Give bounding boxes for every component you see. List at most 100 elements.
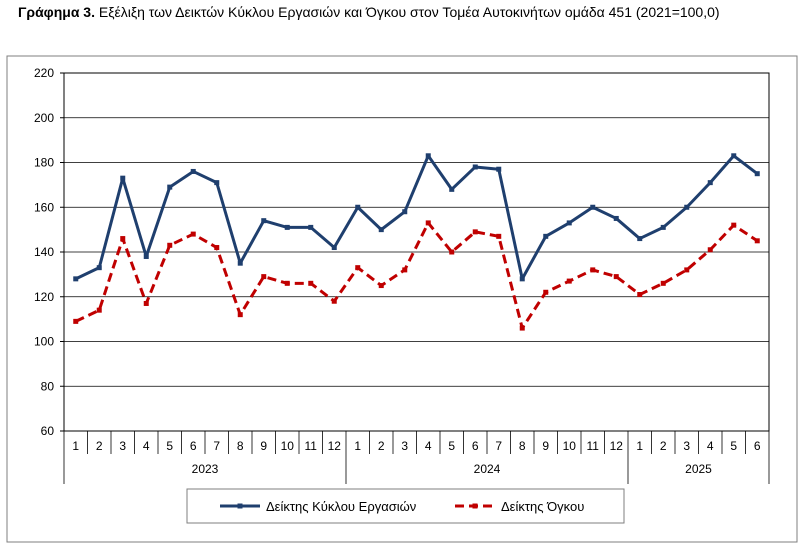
data-point <box>754 238 760 244</box>
x-tick-label: 11 <box>305 439 318 453</box>
data-point <box>96 307 102 313</box>
data-point <box>261 274 267 280</box>
y-tick-label: 220 <box>34 66 54 80</box>
data-point <box>143 253 149 259</box>
data-point <box>214 180 220 186</box>
data-point <box>496 166 502 172</box>
data-point <box>425 220 431 226</box>
data-point <box>472 164 478 170</box>
x-tick-label: 1 <box>354 439 361 453</box>
data-point <box>519 276 525 282</box>
legend-label: Δείκτης Κύκλου Εργασιών <box>266 499 416 514</box>
x-tick-label: 5 <box>730 439 737 453</box>
x-axis: 1 2 3 4 5 6 7 8 9 10 11 12 1 2 3 4 5 6 7 8 9 10 11 12 1 2 3 4 5 62023… <box>63 431 770 484</box>
data-point <box>284 224 290 230</box>
data-point <box>190 168 196 174</box>
data-point <box>543 289 549 295</box>
data-point <box>308 224 314 230</box>
y-tick-label: 80 <box>41 379 55 393</box>
data-point <box>120 236 126 242</box>
x-tick-label: 1 <box>636 439 643 453</box>
data-point <box>519 325 525 331</box>
x-group-label: 2023 <box>192 462 219 476</box>
data-point <box>167 242 173 248</box>
data-point <box>449 186 455 192</box>
data-point <box>613 274 619 280</box>
y-tick-label: 140 <box>34 245 54 259</box>
y-axis: 60 80 100 120 140 160 180 200 220 <box>34 66 64 438</box>
x-tick-label: 10 <box>281 439 295 453</box>
data-point <box>731 153 737 159</box>
x-tick-label: 11 <box>587 439 600 453</box>
data-point <box>261 218 267 224</box>
data-point <box>284 280 290 286</box>
x-tick-label: 9 <box>260 439 267 453</box>
data-point <box>237 312 243 318</box>
data-point <box>402 267 408 273</box>
data-point <box>660 224 666 230</box>
x-tick-label: 3 <box>683 439 690 453</box>
data-point <box>637 236 643 242</box>
data-point <box>73 318 79 324</box>
data-point <box>237 260 243 266</box>
data-point <box>613 215 619 221</box>
data-point <box>449 249 455 255</box>
x-tick-label: 3 <box>401 439 408 453</box>
data-point <box>731 222 737 228</box>
data-point <box>355 265 361 271</box>
x-group-label: 2025 <box>685 462 712 476</box>
x-tick-label: 2 <box>378 439 385 453</box>
x-tick-label: 12 <box>610 439 624 453</box>
data-point <box>331 245 337 251</box>
x-tick-label: 3 <box>119 439 126 453</box>
data-point <box>660 280 666 286</box>
data-point <box>355 204 361 210</box>
data-point <box>308 280 314 286</box>
data-point <box>402 209 408 215</box>
x-tick-label: 5 <box>448 439 455 453</box>
data-point <box>543 233 549 239</box>
data-point <box>590 204 596 210</box>
data-point <box>331 298 337 304</box>
data-point <box>378 283 384 289</box>
data-point <box>143 300 149 306</box>
plot-area-frame <box>63 72 770 432</box>
series-layer <box>73 153 760 331</box>
x-tick-label: 4 <box>425 439 432 453</box>
x-tick-label: 2 <box>660 439 667 453</box>
data-point <box>378 227 384 233</box>
legend-label: Δείκτης Όγκου <box>501 499 584 514</box>
x-tick-label: 6 <box>190 439 197 453</box>
y-tick-label: 160 <box>34 200 54 214</box>
x-tick-label: 12 <box>328 439 342 453</box>
data-point <box>496 233 502 239</box>
legend: Δείκτης Κύκλου Εργασιών Δείκτης Όγκου <box>186 488 625 524</box>
data-point <box>754 171 760 177</box>
series-line <box>75 221 759 330</box>
x-tick-label: 7 <box>213 439 220 453</box>
x-tick-label: 4 <box>707 439 714 453</box>
x-tick-label: 1 <box>72 439 79 453</box>
data-point <box>707 180 713 186</box>
y-tick-label: 60 <box>41 424 55 438</box>
data-point <box>190 231 196 237</box>
x-tick-label: 9 <box>542 439 549 453</box>
x-tick-label: 6 <box>754 439 761 453</box>
data-point <box>707 247 713 253</box>
data-point <box>566 278 572 284</box>
data-point <box>684 267 690 273</box>
x-group-label: 2024 <box>474 462 501 476</box>
chart-title: Γράφημα 3. Εξέλιξη των Δεικτών Κύκλου Ερ… <box>18 4 720 20</box>
data-point <box>472 229 478 235</box>
chart-title-prefix: Γράφημα 3. <box>18 4 95 20</box>
x-tick-label: 7 <box>495 439 502 453</box>
data-point <box>637 292 643 298</box>
y-tick-label: 120 <box>34 290 54 304</box>
data-point <box>684 204 690 210</box>
x-tick-label: 2 <box>96 439 103 453</box>
data-point <box>214 245 220 251</box>
data-point <box>425 153 431 159</box>
legend-marker <box>472 503 478 509</box>
data-point <box>167 184 173 190</box>
